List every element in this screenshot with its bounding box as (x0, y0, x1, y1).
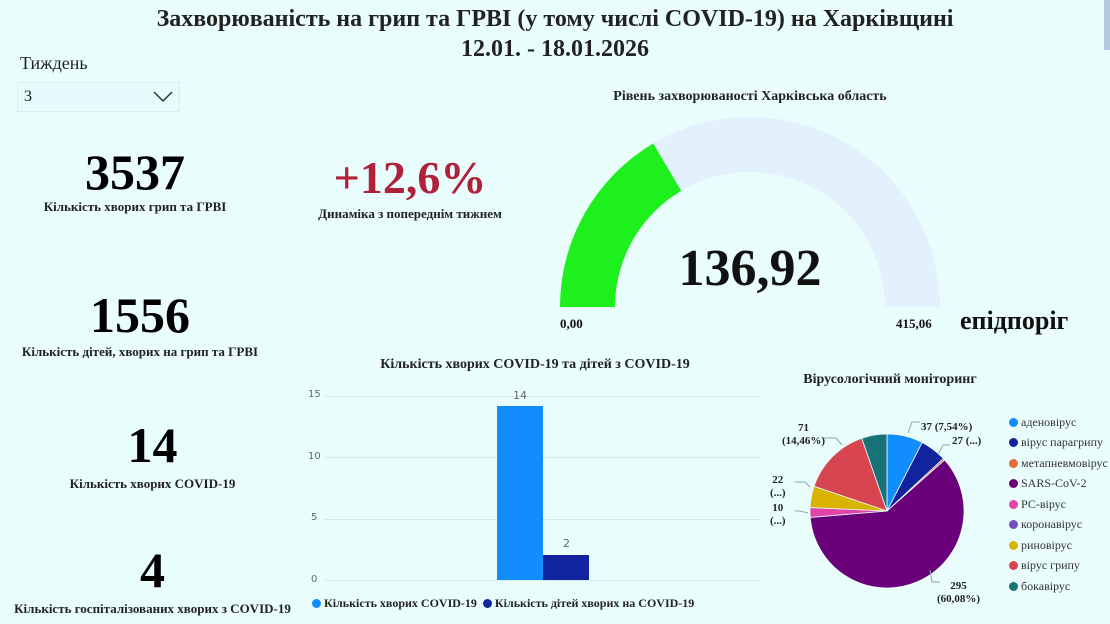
pie-label-line: (...) (770, 487, 786, 499)
pie-chart[interactable] (760, 400, 1010, 620)
legend-dot-icon (1009, 438, 1018, 448)
legend-item[interactable]: вірус парагрипу (1009, 433, 1108, 454)
legend-label: вірус грипу (1021, 558, 1080, 573)
bar-children-covid[interactable] (543, 555, 589, 580)
pie-label-line: 71 (798, 422, 810, 434)
gridline (325, 396, 760, 397)
legend-label: риновірус (1021, 537, 1073, 552)
kpi-flu-cases: 3537 Кількість хворих грип та ГРВІ (0, 147, 270, 215)
gridline (325, 580, 760, 581)
bar-data-label: 14 (513, 389, 527, 402)
legend-item[interactable]: аденовірус (1009, 412, 1108, 433)
bar-data-label: 2 (563, 537, 570, 550)
legend-label: SARS-CoV-2 (1021, 476, 1087, 491)
week-dropdown-value: 3 (24, 88, 32, 105)
scrollbar[interactable] (1104, 0, 1110, 50)
kpi-covid-hospitalized: 4 Кількість госпіталізованих хворих з CO… (0, 545, 305, 617)
legend-item[interactable]: SARS-CoV-2 (1009, 474, 1108, 495)
legend-dot-icon (1009, 540, 1018, 550)
leader-lines (795, 421, 950, 583)
kpi-value: 1556 (90, 287, 190, 343)
legend-item[interactable]: риновірус (1009, 535, 1108, 556)
bar-chart-title: Кількість хворих COVID-19 та дітей з COV… (380, 357, 690, 372)
legend-label: Кількість дітей хворих на COVID-19 (494, 596, 695, 610)
kpi-value: 3537 (85, 144, 185, 200)
gauge-threshold-label: епідпоріг (960, 306, 1069, 335)
kpi-label: Кількість госпіталізованих хворих з COVI… (14, 601, 291, 616)
week-filter-label: Тиждень (20, 53, 88, 73)
legend-label: Кількість хворих COVID-19 (324, 596, 477, 610)
pie-slice[interactable] (813, 437, 888, 512)
legend-item[interactable]: Кількість дітей хворих на COVID-19 (482, 596, 695, 611)
legend-dot-icon (1009, 417, 1018, 427)
pie-label: 10 (...) (770, 502, 786, 528)
gauge-value: 136,92 (678, 240, 822, 297)
legend-dot-icon (482, 599, 492, 608)
pie-legend: аденовірус вірус парагрипу метапневмовір… (1009, 412, 1108, 597)
kpi-label: Кількість дітей, хворих на грип та ГРВІ (21, 344, 259, 359)
pie-slices (809, 433, 965, 589)
kpi-dynamics: +12,6% Динаміка з попереднім тижнем (280, 155, 540, 222)
legend-dot-icon (1009, 458, 1018, 468)
gauge-min-label: 0,00 (560, 316, 583, 331)
bar-chart-legend: Кількість хворих COVID-19 Кількість діте… (312, 596, 694, 611)
y-tick: 0 (311, 574, 318, 585)
legend-dot-icon (1009, 499, 1018, 509)
page-title: Захворюваність на грип та ГРВІ (у тому ч… (0, 4, 1110, 64)
week-dropdown[interactable]: 3 (17, 82, 180, 112)
y-tick: 15 (308, 389, 321, 400)
gauge-chart[interactable] (540, 100, 960, 315)
bar-covid-cases[interactable] (497, 406, 543, 580)
pie-slice[interactable] (861, 433, 888, 512)
kpi-children-cases: 1556 Кількість дітей, хворих на грип та … (0, 290, 280, 360)
pie-label: 37 (7,54%) (921, 421, 973, 433)
legend-label: РС-вірус (1021, 496, 1066, 511)
y-tick: 10 (308, 451, 321, 462)
pie-label: 71 (14,46%) (782, 422, 825, 448)
pie-label: 27 (...) (952, 435, 982, 447)
legend-label: метапневмовірус (1021, 455, 1108, 470)
legend-item[interactable]: коронавірус (1009, 515, 1108, 536)
gauge-fill (560, 143, 682, 307)
kpi-label: Динаміка з попереднім тижнем (318, 206, 502, 221)
y-tick: 5 (311, 512, 318, 523)
pie-label-line: (...) (770, 515, 786, 527)
legend-item[interactable]: РС-вірус (1009, 494, 1108, 515)
legend-label: аденовірус (1021, 414, 1077, 429)
pie-label: 22 (...) (770, 474, 786, 500)
legend-item[interactable]: вірус грипу (1009, 556, 1108, 577)
title-line-2: 12.01. - 18.01.2026 (461, 36, 649, 62)
bar-chart: 15 10 5 0 14 2 (300, 385, 760, 590)
legend-label: бокавірус (1021, 578, 1071, 593)
pie-label-line: 22 (772, 474, 784, 486)
pie-label: 295 (60,08%) (937, 580, 980, 606)
legend-label: коронавірус (1021, 517, 1083, 532)
pie-label-line: 295 (950, 580, 967, 592)
pie-label-line: 10 (772, 502, 784, 514)
pie-chart-title: Вірусологічний моніторинг (803, 372, 977, 387)
pie-slice[interactable] (809, 459, 965, 589)
kpi-label: Кількість хворих грип та ГРВІ (43, 199, 227, 214)
pie-label-line: (14,46%) (782, 435, 826, 447)
kpi-value: 4 (140, 542, 165, 598)
kpi-value: +12,6% (333, 152, 487, 203)
chevron-down-icon (153, 91, 173, 103)
legend-item[interactable]: бокавірус (1009, 576, 1108, 597)
legend-dot-icon (1009, 479, 1018, 489)
gauge-max-label: 415,06 (896, 316, 932, 331)
legend-item[interactable]: метапневмовірус (1009, 453, 1108, 474)
pie-label-line: (60,08%) (937, 593, 981, 605)
kpi-label: Кількість хворих COVID-19 (69, 476, 236, 491)
title-line-1: Захворюваність на грип та ГРВІ (у тому ч… (156, 6, 954, 32)
kpi-value: 14 (127, 417, 178, 473)
legend-label: вірус парагрипу (1021, 435, 1104, 450)
gauge-title: Рівень захворюваності Харківська область (613, 89, 887, 104)
legend-item[interactable]: Кількість хворих COVID-19 (312, 596, 477, 611)
legend-dot-icon (1009, 520, 1018, 530)
legend-dot-icon (312, 599, 321, 608)
legend-dot-icon (1009, 581, 1018, 591)
kpi-covid-cases: 14 Кількість хворих COVID-19 (0, 420, 305, 492)
legend-dot-icon (1009, 561, 1018, 571)
